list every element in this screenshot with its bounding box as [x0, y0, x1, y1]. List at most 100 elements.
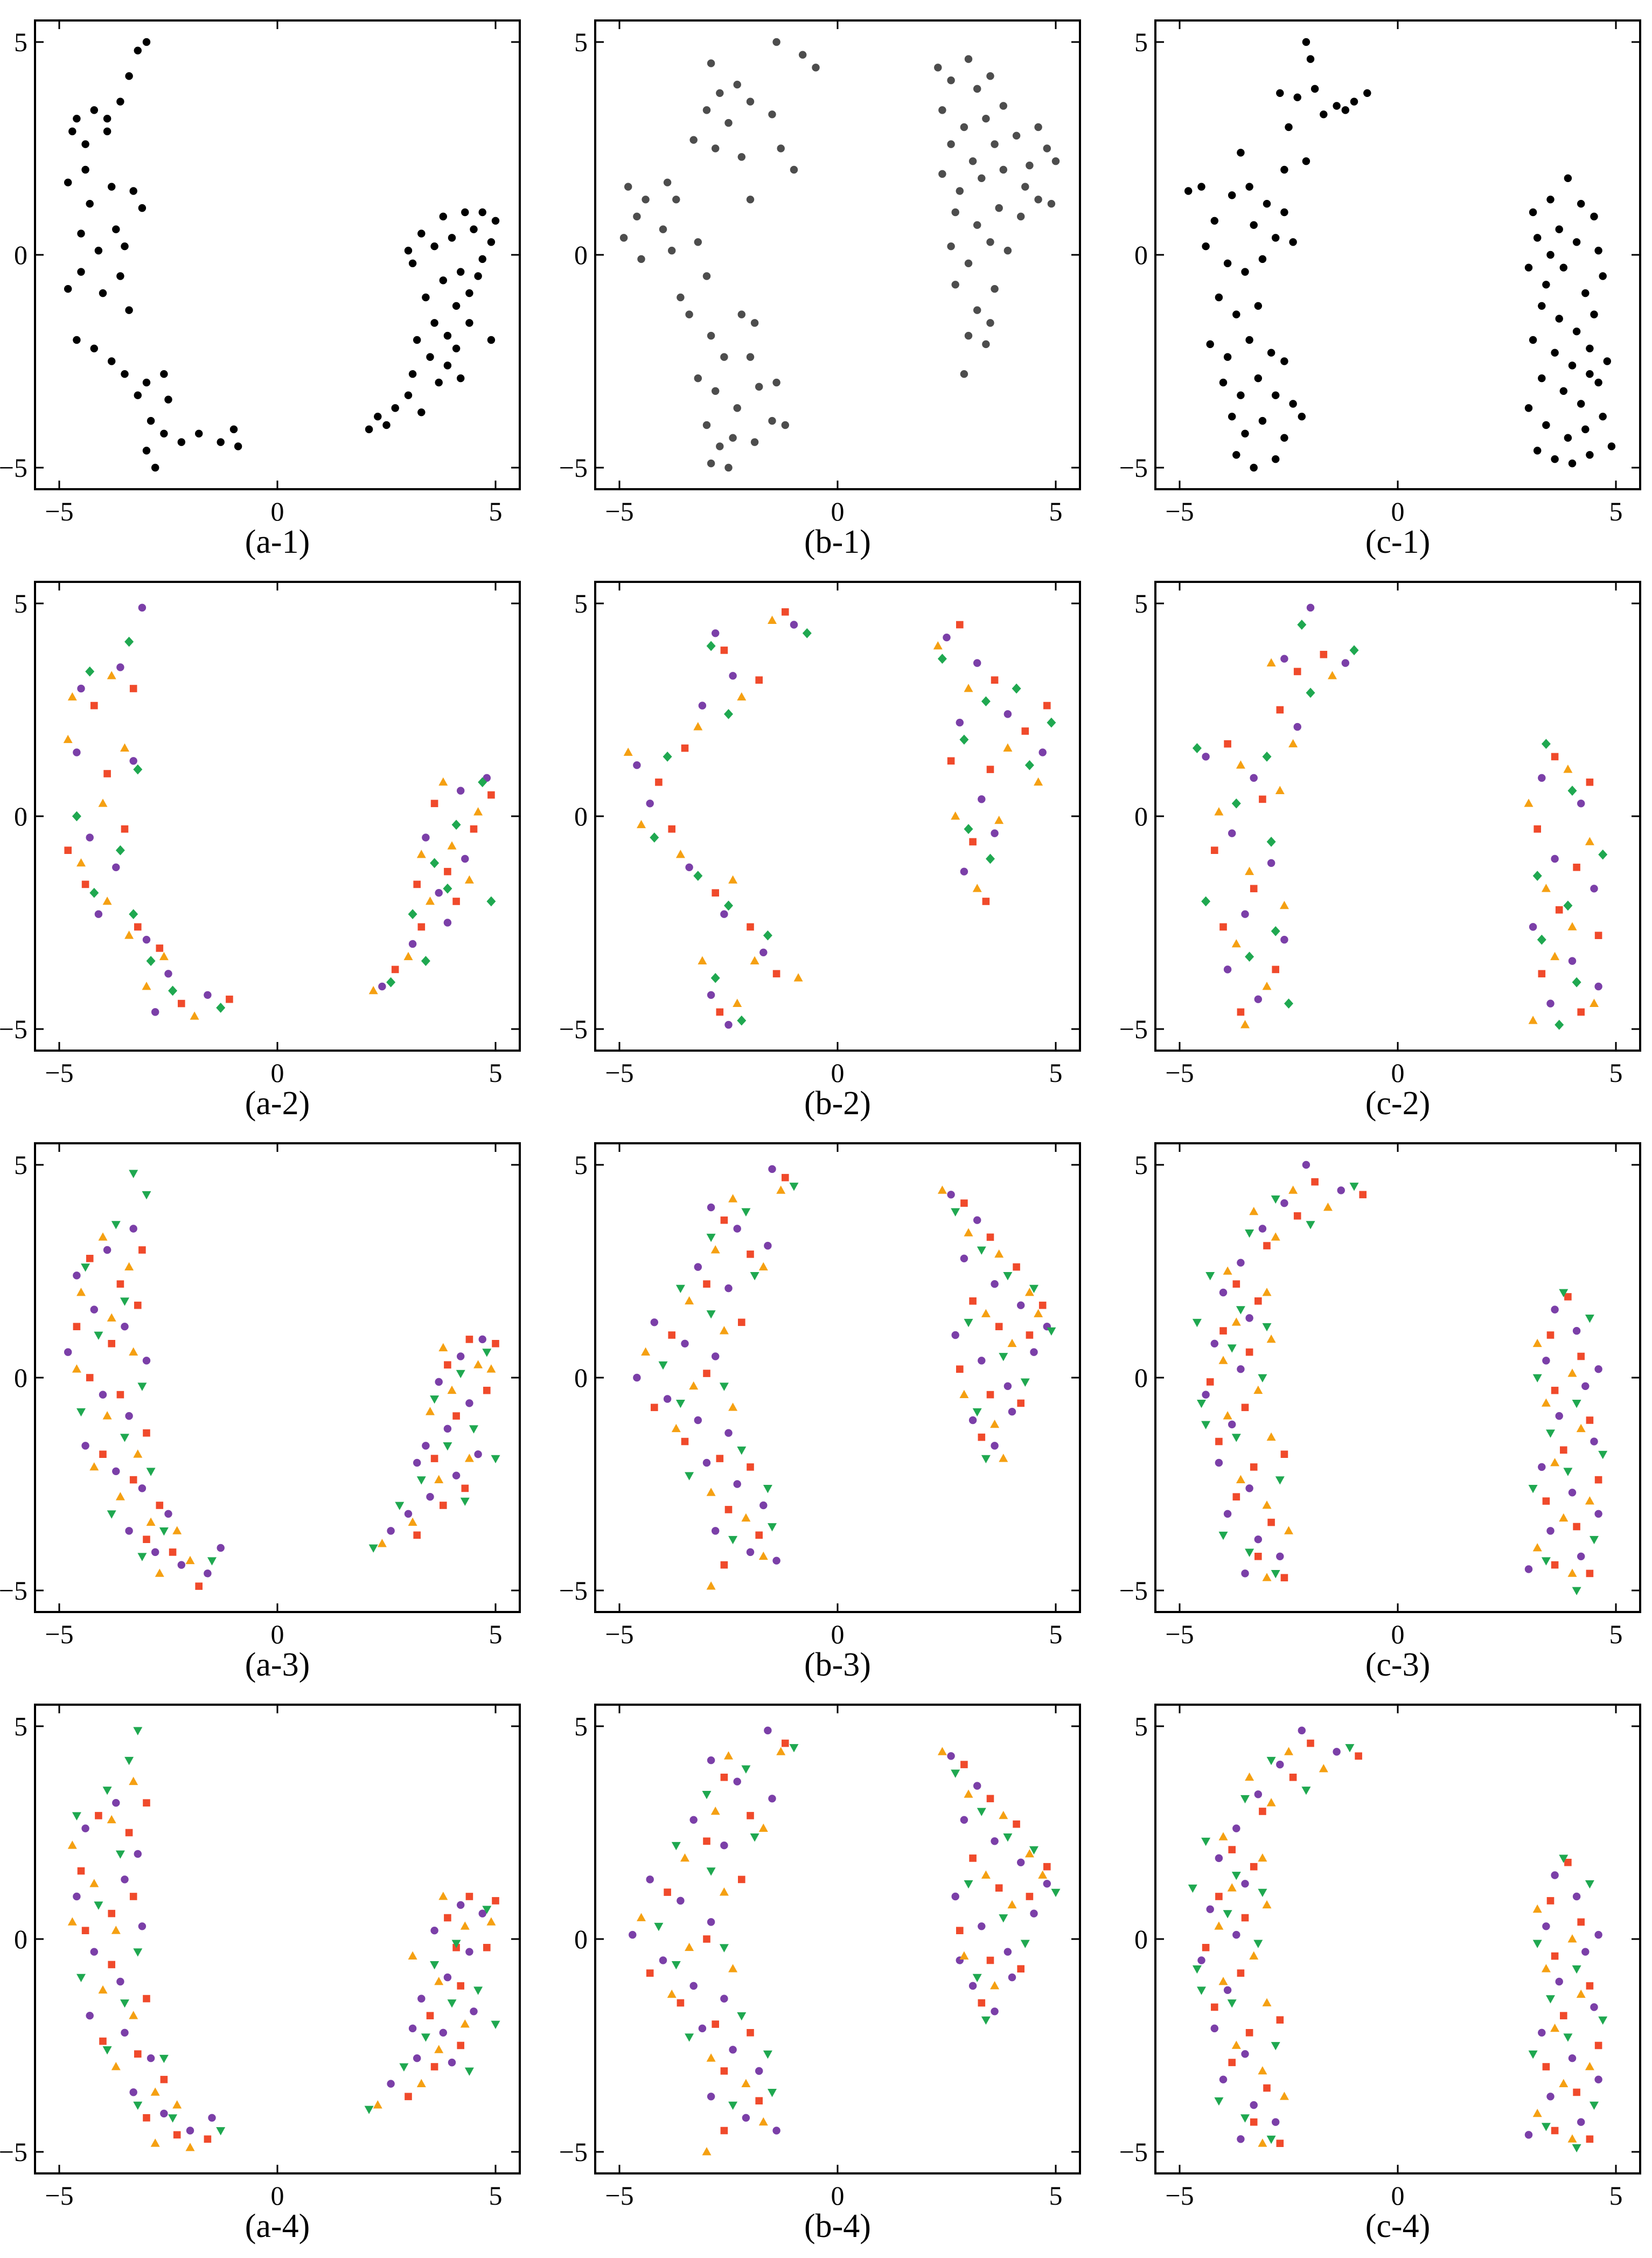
data-point	[1016, 1858, 1025, 1867]
data-point	[694, 1416, 702, 1425]
data-point	[990, 1419, 1000, 1428]
data-point	[1253, 1385, 1263, 1394]
data-point	[1586, 1982, 1594, 1990]
data-point	[750, 1833, 759, 1842]
x-tick-label: 5	[489, 496, 503, 526]
data-point	[195, 1582, 203, 1590]
data-point	[1280, 1574, 1288, 1582]
data-point	[1245, 1229, 1254, 1238]
data-point	[1546, 1995, 1555, 2004]
data-point	[72, 1812, 81, 1821]
data-point	[1297, 620, 1307, 630]
data-point	[790, 165, 798, 174]
data-point	[125, 72, 133, 80]
data-point	[1551, 1561, 1559, 1569]
data-point	[129, 1347, 138, 1356]
panel-caption: (c-2)	[1365, 1085, 1430, 1122]
data-point	[724, 463, 733, 472]
data-point	[728, 2101, 738, 2110]
data-point	[185, 1555, 195, 1565]
data-point	[951, 281, 959, 289]
data-point	[147, 416, 155, 425]
data-point	[991, 2007, 999, 2016]
data-point	[659, 1956, 667, 1964]
series-red	[655, 608, 1051, 1016]
data-point	[474, 1450, 482, 1458]
data-point	[142, 935, 151, 944]
data-point	[947, 1752, 955, 1760]
data-point	[1590, 310, 1598, 318]
data-point	[710, 972, 720, 983]
data-point	[764, 1726, 772, 1735]
data-point	[461, 1484, 469, 1492]
data-point	[1577, 2118, 1585, 2126]
data-point	[1245, 1314, 1253, 1322]
data-point	[76, 1288, 86, 1296]
data-point	[473, 807, 483, 816]
data-point	[1319, 1764, 1328, 1773]
data-point	[1280, 655, 1288, 663]
data-point	[986, 853, 995, 864]
data-point	[146, 1517, 156, 1526]
data-point	[1585, 2062, 1594, 2071]
data-point	[160, 429, 168, 438]
data-point	[689, 1982, 698, 1990]
y-tick-label: 0	[574, 801, 588, 831]
data-point	[1555, 1977, 1563, 1986]
data-point	[641, 1347, 651, 1356]
data-point	[685, 310, 693, 318]
data-point	[968, 1982, 977, 1990]
data-point	[1245, 336, 1253, 344]
data-point	[1237, 1259, 1245, 1267]
y-tick-label: 5	[1134, 588, 1148, 619]
data-point	[486, 896, 496, 907]
data-point	[1043, 1863, 1051, 1871]
series-orange	[63, 671, 483, 1020]
data-point	[98, 1232, 108, 1241]
data-point	[711, 144, 720, 152]
data-point	[772, 970, 780, 978]
data-point	[947, 242, 955, 251]
data-point	[703, 1370, 710, 1377]
data-point	[1577, 1918, 1585, 1926]
data-point	[1555, 906, 1563, 914]
data-point	[982, 114, 990, 123]
data-point	[1205, 1272, 1215, 1281]
data-point	[1564, 434, 1572, 442]
data-point	[439, 2028, 448, 2037]
data-point	[1567, 1368, 1577, 1377]
data-point	[1266, 1334, 1276, 1343]
data-point	[956, 1365, 964, 1373]
data-point	[1585, 1315, 1594, 1323]
panel-c-3: −5 0 5 −5 0 5 (c-3)	[1119, 1142, 1641, 1683]
data-point	[712, 2020, 719, 2028]
data-point	[1590, 2101, 1599, 2110]
data-point	[1598, 1450, 1608, 1460]
data-point	[707, 59, 715, 67]
data-point	[138, 603, 147, 612]
series-purple	[633, 621, 1047, 1029]
data-point	[94, 246, 103, 255]
data-point	[422, 1442, 430, 1450]
data-point	[1550, 951, 1560, 961]
panel-c-1: −5 0 5 −5 0 5 (c-1)	[1119, 19, 1641, 560]
data-point	[1590, 2003, 1598, 2011]
data-point	[430, 242, 438, 251]
data-point	[768, 1523, 777, 1532]
data-point	[408, 1951, 417, 1960]
data-point	[90, 701, 98, 710]
data-point	[469, 1425, 478, 1434]
data-point	[1254, 1553, 1262, 1560]
data-point	[483, 1386, 491, 1394]
data-point	[1551, 1952, 1559, 1960]
x-tick-label: −5	[1165, 2180, 1194, 2211]
x-tick-label: 0	[1391, 496, 1405, 526]
data-point	[1293, 668, 1301, 676]
data-point	[658, 1361, 668, 1370]
data-point	[956, 1927, 964, 1934]
data-point	[81, 140, 89, 148]
x-tick-label: 0	[831, 1058, 845, 1088]
data-point	[1563, 2033, 1573, 2042]
data-point	[737, 1015, 747, 1026]
data-point	[73, 748, 81, 756]
